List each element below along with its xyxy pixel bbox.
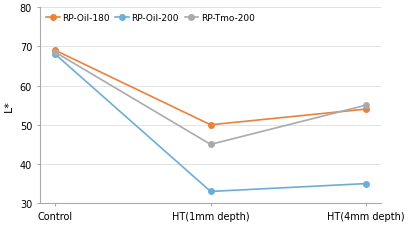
RP-Oil-180 <box>53 50 58 52</box>
RP-Oil-200 <box>53 54 58 56</box>
RP-Oil-180 <box>208 124 213 127</box>
Line: RP-Tmo-200: RP-Tmo-200 <box>52 50 368 148</box>
RP-Tmo-200 <box>208 143 213 146</box>
RP-Oil-200 <box>208 190 213 193</box>
Y-axis label: L*: L* <box>4 100 14 112</box>
Line: RP-Oil-200: RP-Oil-200 <box>52 52 368 194</box>
RP-Oil-200 <box>363 182 368 185</box>
Legend: RP-Oil-180, RP-Oil-200, RP-Tmo-200: RP-Oil-180, RP-Oil-200, RP-Tmo-200 <box>44 13 256 25</box>
RP-Oil-180 <box>363 108 368 111</box>
RP-Tmo-200 <box>363 104 368 107</box>
RP-Tmo-200 <box>53 52 58 54</box>
Line: RP-Oil-180: RP-Oil-180 <box>52 48 368 128</box>
